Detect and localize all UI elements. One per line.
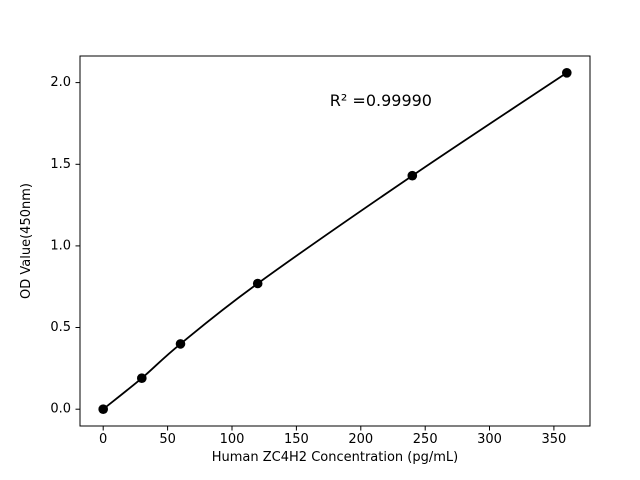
standard-curve-line <box>102 72 568 410</box>
x-tick-label: 350 <box>541 432 566 447</box>
data-point-marker <box>175 339 186 349</box>
x-tick-label: 300 <box>477 432 502 447</box>
y-tick-label: 2.0 <box>50 75 71 90</box>
y-axis-label: OD Value(450nm) <box>19 183 34 299</box>
y-tick-label: 0.0 <box>50 402 71 417</box>
y-tick-label: 1.0 <box>50 238 71 253</box>
y-tick-label: 0.5 <box>50 320 71 335</box>
x-tick-label: 200 <box>348 432 373 447</box>
x-tick-label: 150 <box>284 432 309 447</box>
data-point-marker <box>252 278 263 289</box>
data-point-marker <box>98 404 108 415</box>
y-tick-label: 1.5 <box>50 157 71 172</box>
x-tick-label: 50 <box>159 432 176 447</box>
plot-border <box>79 55 591 427</box>
x-tick-label: 0 <box>99 432 107 447</box>
data-point-marker <box>562 68 572 78</box>
data-point-marker <box>137 373 147 384</box>
r-squared-annotation: R² =0.99990 <box>330 91 432 110</box>
x-tick-label: 100 <box>220 432 245 447</box>
x-axis-label: Human ZC4H2 Concentration (pg/mL) <box>212 450 458 465</box>
data-point-marker <box>407 170 418 181</box>
x-tick-label: 250 <box>413 432 438 447</box>
